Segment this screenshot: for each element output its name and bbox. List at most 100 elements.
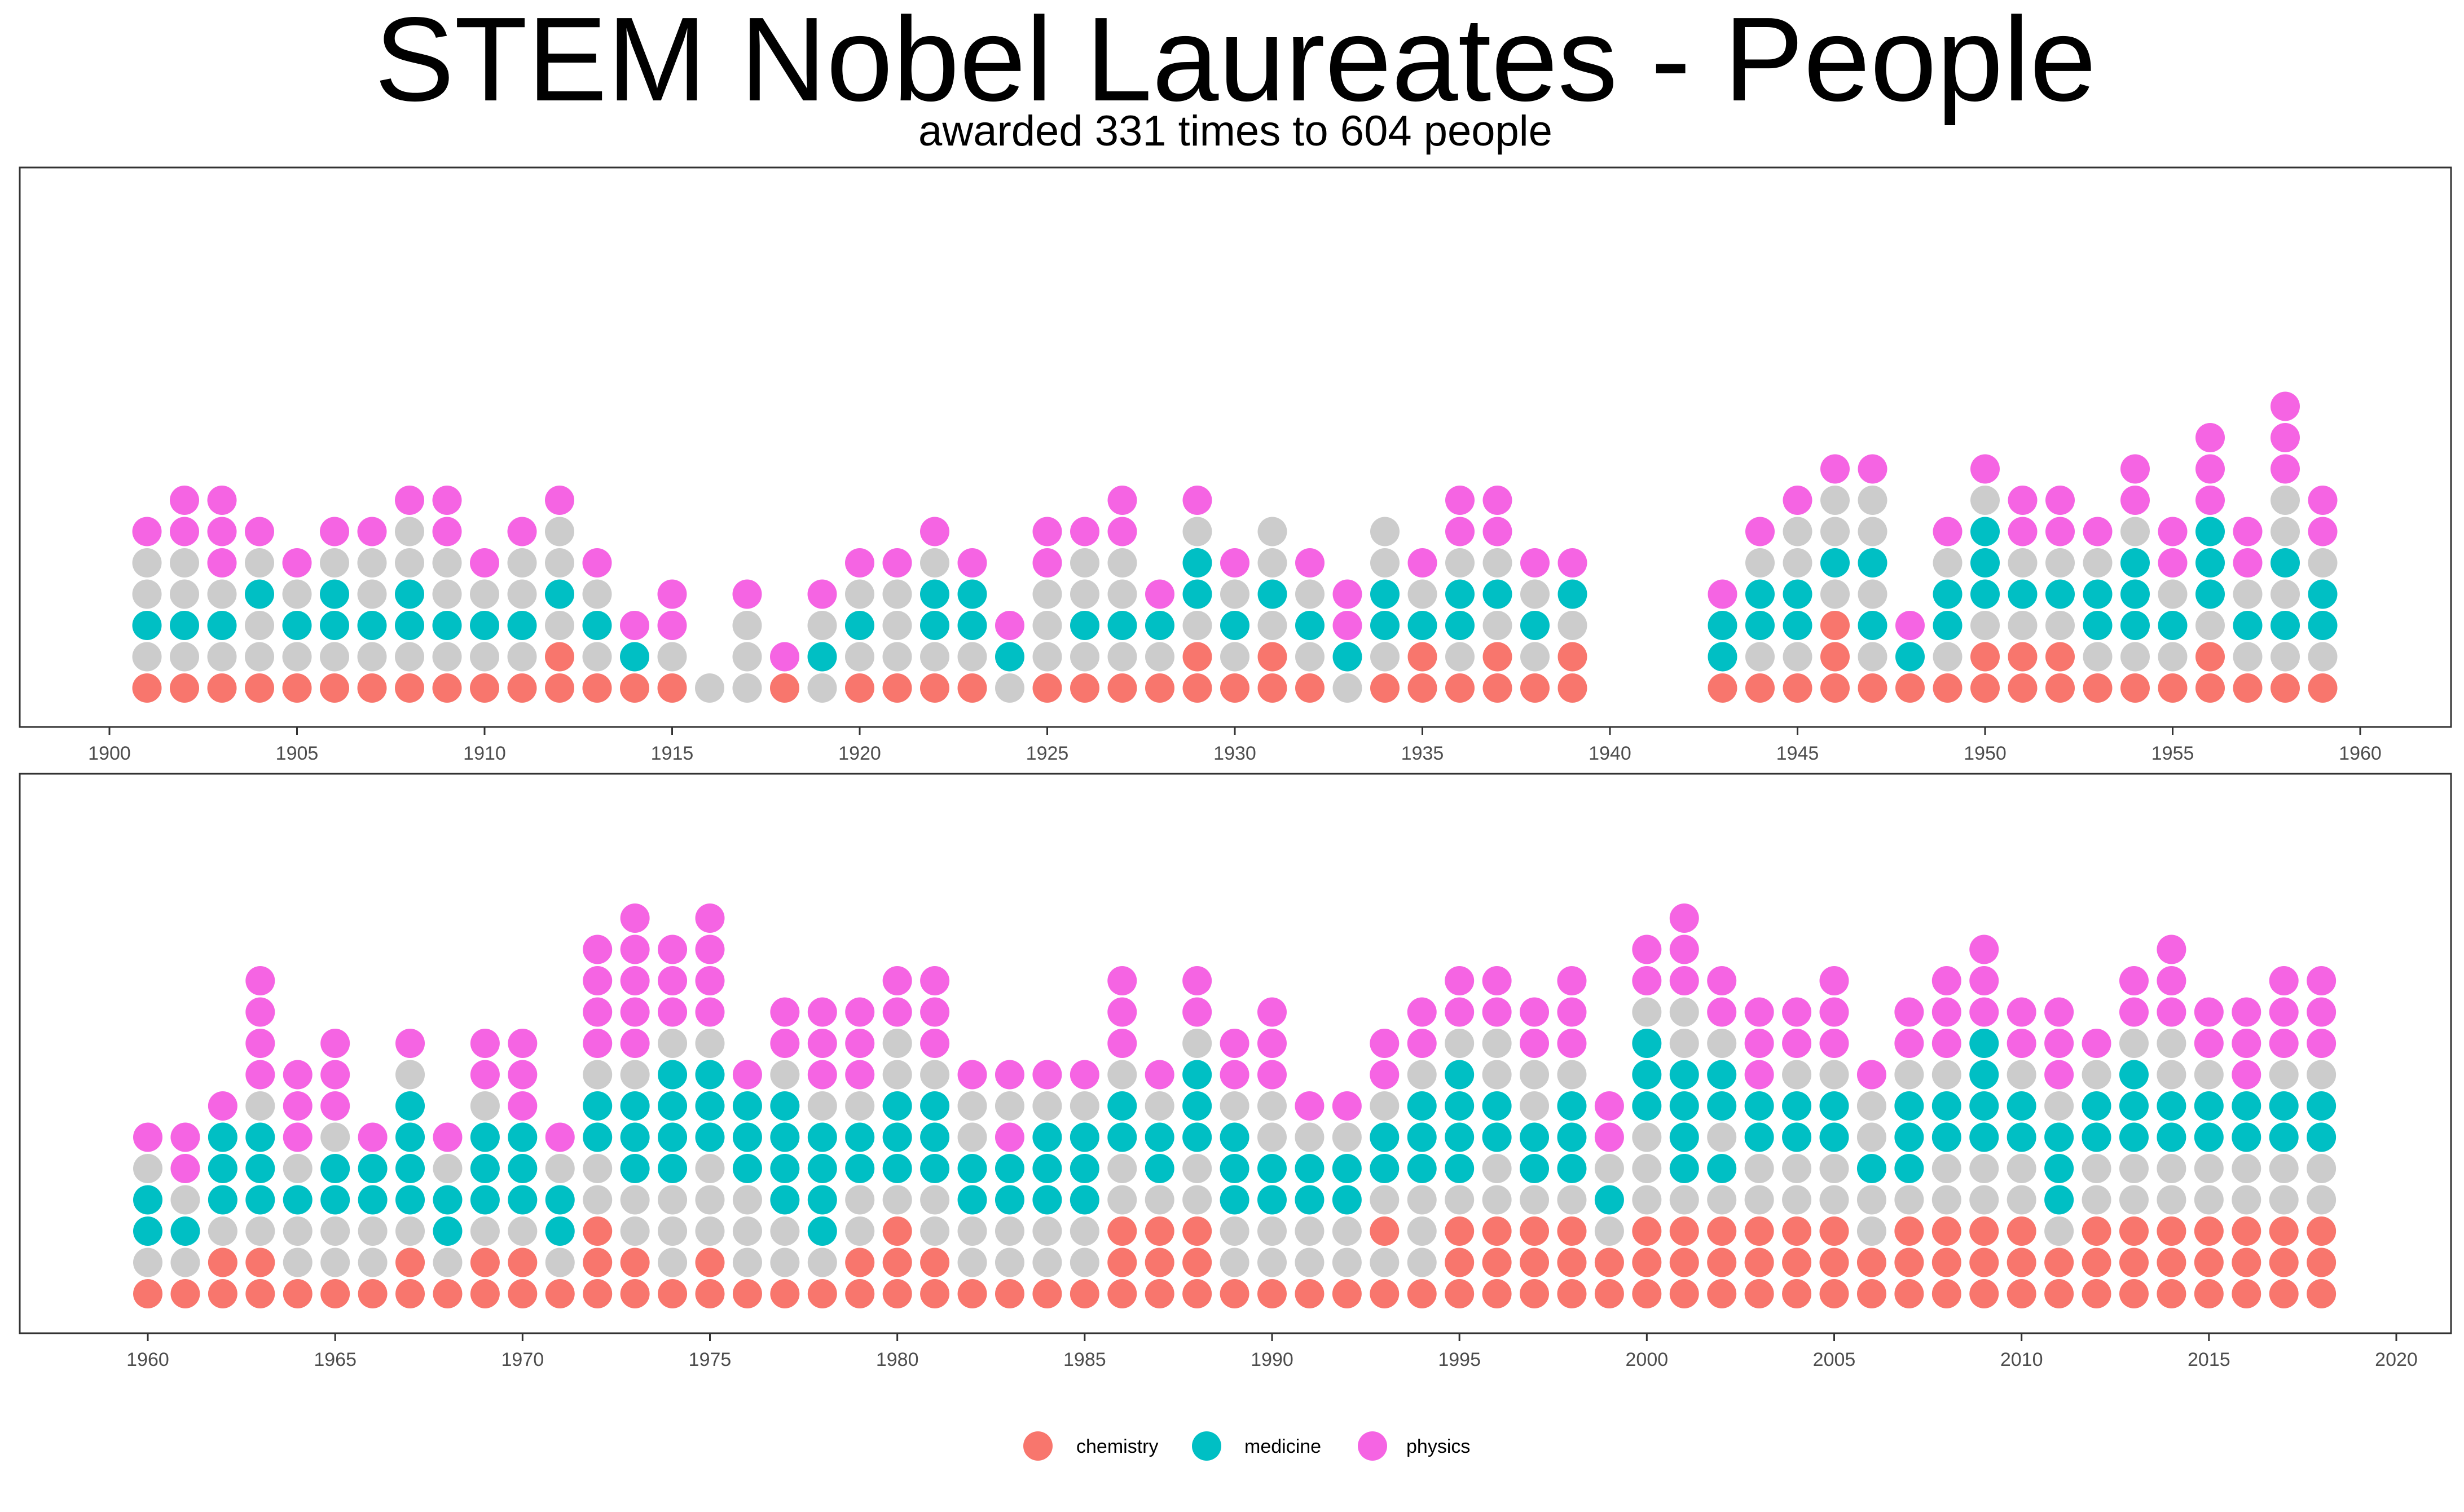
laureate-dot [732,579,762,609]
laureate-dot [2307,1247,2337,1277]
laureate-dot [508,1216,538,1246]
laureate-dot [433,1279,463,1308]
laureate-dot [2307,1216,2337,1246]
laureate-dot [1557,673,1587,703]
laureate-dot [2119,997,2149,1027]
laureate-dot [545,1216,575,1246]
year-column-1905 [282,548,312,703]
laureate-dot [358,1216,388,1246]
laureate-dot [470,548,499,578]
laureate-dot [1819,1279,1849,1308]
laureate-dot [282,579,312,609]
laureate-dot [1070,642,1099,672]
laureate-dot [1407,997,1437,1027]
laureate-dot [545,1122,575,1152]
laureate-dot [920,997,950,1027]
laureate-dot [583,1122,613,1152]
laureate-dot [245,548,274,578]
laureate-dot [1744,1216,1774,1246]
laureate-dot [1482,1060,1512,1090]
laureate-dot [1557,579,1587,609]
year-column-1965 [320,1029,350,1308]
laureate-dot [1032,579,1062,609]
laureate-dot [2007,1216,2036,1246]
x-tick-label: 2005 [1813,1349,1856,1370]
laureate-dot [2232,1216,2261,1246]
laureate-dot [1332,1216,1362,1246]
laureate-dot [1332,1122,1362,1152]
laureate-dot [732,1279,762,1308]
laureate-dot [1708,579,1737,609]
laureate-dot [1707,1091,1737,1121]
laureate-dot [1858,611,1887,640]
laureate-dot [695,1029,725,1058]
laureate-dot [2269,1185,2299,1215]
legend-label-medicine: medicine [1244,1436,1321,1457]
laureate-dot [282,548,312,578]
laureate-dot [920,673,949,703]
laureate-dot [2083,673,2113,703]
laureate-dot [882,1247,912,1277]
laureate-dot [2308,517,2338,546]
laureate-dot [245,517,274,546]
laureate-dot [2007,1091,2036,1121]
year-column-1944 [1745,517,1775,703]
laureate-dot [1482,642,1512,672]
laureate-dot [1557,1029,1587,1058]
laureate-dot [1557,1091,1587,1121]
laureate-dot [2120,548,2150,578]
laureate-dot [1933,517,1963,546]
laureate-dot [1894,1279,1924,1308]
laureate-dot [1370,1091,1400,1121]
laureate-dot [2157,997,2186,1027]
laureate-dot [1970,486,2000,515]
laureate-dot [1332,1091,1362,1121]
year-column-2001 [1669,903,1699,1308]
laureate-dot [395,579,424,609]
laureate-dot [1856,1060,1886,1090]
laureate-dot [1445,1154,1475,1183]
laureate-dot [1407,1122,1437,1152]
laureate-dot [1257,1122,1287,1152]
laureate-dot [1782,1029,1812,1058]
laureate-dot [1257,642,1287,672]
laureate-dot [1482,1091,1512,1121]
laureate-dot [133,1185,162,1215]
laureate-dot [2157,1216,2186,1246]
laureate-dot [282,642,312,672]
laureate-dot [1070,548,1099,578]
laureate-dot [1370,1029,1400,1058]
laureate-dot [1182,1185,1212,1215]
laureate-dot [1407,548,1437,578]
laureate-dot [170,579,199,609]
laureate-dot [507,517,537,546]
laureate-dot [2007,1029,2036,1058]
laureate-dot [320,517,349,546]
x-tick-label: 1975 [689,1349,732,1370]
laureate-dot [1445,611,1475,640]
laureate-dot [1969,1279,1999,1308]
laureate-dot [1295,548,1325,578]
laureate-dot [170,1216,200,1246]
laureate-dot [1370,1279,1400,1308]
laureate-dot [1970,579,2000,609]
laureate-dot [2119,1247,2149,1277]
laureate-dot [282,611,312,640]
laureate-dot [2307,997,2337,1027]
laureate-dot [245,1122,275,1152]
laureate-dot [1782,1091,1812,1121]
laureate-dot [508,1247,538,1277]
laureate-dot [1107,673,1137,703]
laureate-dot [1332,673,1362,703]
laureate-dot [207,579,237,609]
laureate-dot [1969,1216,1999,1246]
laureate-dot [920,1154,950,1183]
laureate-dot [620,1247,650,1277]
year-column-1984 [1032,1060,1062,1308]
year-column-2004 [1782,997,1812,1308]
laureate-dot [2232,1122,2261,1152]
laureate-dot [807,1091,837,1121]
x-tick-label: 1970 [501,1349,544,1370]
year-column-2016 [2232,997,2261,1308]
laureate-dot [2194,1154,2224,1183]
